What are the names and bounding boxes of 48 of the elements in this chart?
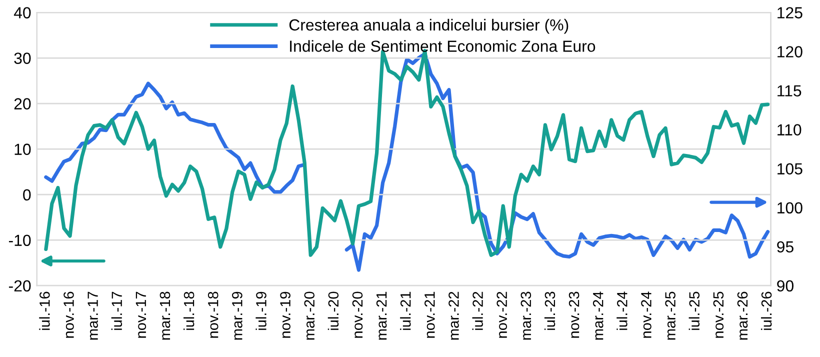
x-tick-label: iul.-18 [184, 292, 194, 330]
x-tick-label: mar.-23 [520, 292, 532, 340]
x-tick-label: mar.-17 [88, 292, 98, 340]
legend-label: Indicele de Sentiment Economic Zona Euro [290, 40, 596, 52]
x-tick-label: nov.-16 [64, 292, 74, 338]
x-tick-label: mar.-25 [665, 292, 676, 340]
y2-tick-label: 105 [778, 163, 802, 174]
y-tick-label: -20 [8, 280, 31, 292]
y-tick-label: -10 [8, 234, 31, 246]
x-tick-label: mar.-22 [448, 292, 459, 340]
y-tick-label: 30 [14, 52, 31, 64]
x-tick-label: mar.-18 [160, 292, 170, 340]
x-tick-label: nov.-17 [136, 292, 146, 338]
y-tick-label: 0 [23, 189, 31, 201]
y-tick-label: 20 [14, 98, 31, 110]
x-tick-label: iul.-17 [111, 292, 122, 330]
y2-tick-label: 115 [778, 85, 802, 96]
y-tick-label: 10 [14, 144, 31, 155]
x-tick-label: mar.-21 [376, 292, 387, 340]
x-tick-label: nov.-20 [352, 292, 363, 338]
x-tick-label: mar.-26 [737, 292, 748, 340]
x-tick-label: nov.-19 [280, 292, 290, 338]
x-tick-label: mar.-24 [592, 292, 604, 340]
y2-tick-label: 100 [778, 202, 802, 214]
x-tick-label: iul.-24 [616, 292, 628, 330]
x-tick-label: nov.-22 [496, 292, 508, 338]
y-tick-label: 40 [14, 7, 31, 18]
x-tick-label: iul.-23 [544, 292, 556, 330]
y2-tick-label: 110 [778, 124, 802, 136]
x-tick-label: nov.-25 [713, 292, 724, 338]
x-tick-label: nov.-24 [641, 292, 652, 338]
x-tick-label: nov.-23 [568, 292, 580, 338]
y2-tick-label: 95 [777, 241, 794, 253]
x-tick-label: iul.-25 [688, 292, 700, 330]
legend-label: Cresterea anuala a indicelui bursier (%) [289, 18, 568, 34]
x-tick-label: iul.-22 [472, 292, 483, 330]
x-tick-label: nov.-21 [424, 292, 435, 338]
x-tick-label: iul.-21 [400, 292, 411, 330]
x-tick-label: iul.-16 [39, 292, 50, 330]
x-tick-label: iul.-26 [760, 292, 772, 330]
y2-tick-label: 90 [777, 280, 794, 292]
x-tick-label: iul.-19 [256, 292, 266, 330]
y2-tick-label: 120 [778, 46, 802, 58]
x-tick-label: mar.-20 [304, 292, 315, 340]
x-tick-label: iul.-20 [328, 292, 339, 330]
x-tick-label: nov.-18 [208, 292, 218, 338]
y2-tick-label: 125 [778, 7, 802, 18]
x-tick-label: mar.-19 [232, 292, 242, 340]
